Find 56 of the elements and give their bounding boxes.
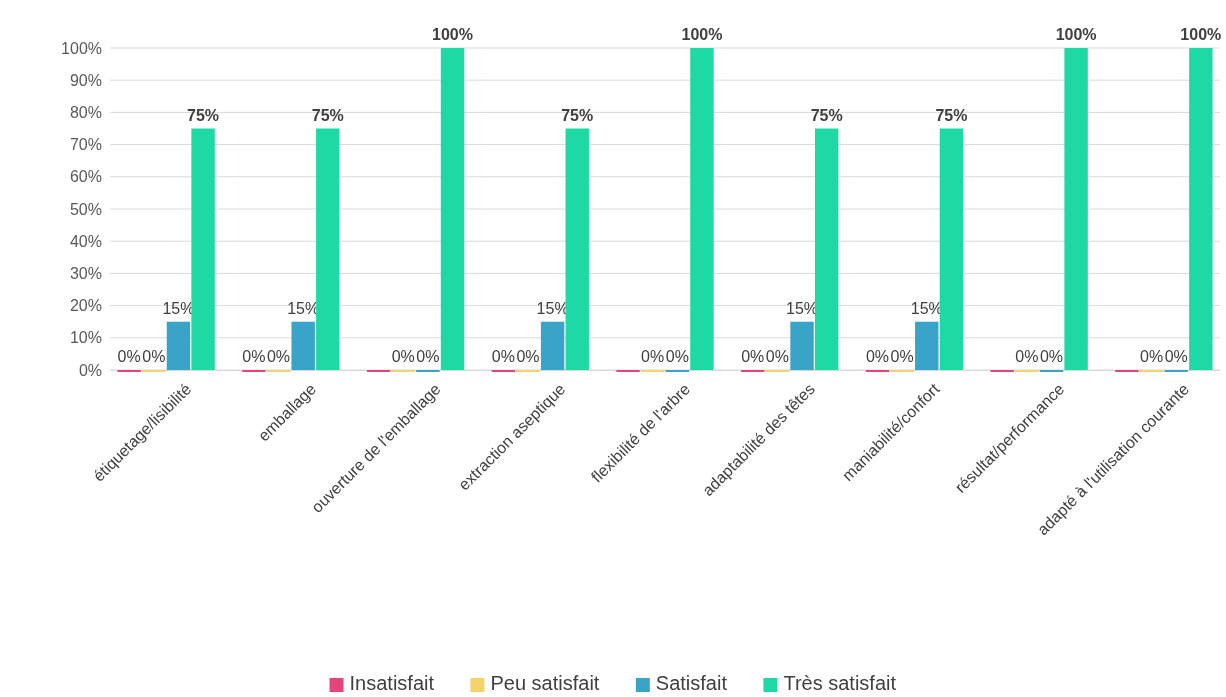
data-label: 0% [1039, 348, 1064, 365]
data-label: 0% [266, 348, 291, 365]
legend-label: Satisfait [655, 672, 728, 694]
y-tick-label: 100% [61, 39, 102, 57]
data-label: 100% [681, 26, 723, 43]
bar [814, 128, 839, 370]
data-label: 0% [765, 348, 789, 365]
bar [440, 48, 465, 370]
bar [939, 128, 964, 370]
data-label: 100% [1055, 26, 1097, 43]
data-label: 75% [810, 106, 843, 124]
bar [191, 128, 215, 370]
data-label: 0% [391, 348, 415, 365]
data-label: 0% [741, 348, 765, 365]
bar [316, 128, 340, 370]
legend-label: Peu satisfait [490, 672, 600, 694]
data-label: 0% [865, 348, 890, 365]
data-label: 0% [890, 348, 914, 365]
legend-label: Très satisfait [783, 672, 897, 694]
data-label: 75% [187, 106, 220, 124]
data-label: 0% [117, 348, 141, 365]
bar [790, 321, 814, 370]
data-label: 0% [142, 348, 166, 365]
data-label: 0% [1140, 348, 1164, 365]
bar [540, 321, 565, 370]
bar [291, 321, 315, 370]
data-label: 0% [665, 348, 689, 365]
legend-label: Insatisfait [349, 672, 435, 694]
bar [690, 48, 714, 370]
data-label: 0% [416, 348, 440, 365]
y-tick-label: 90% [69, 71, 102, 89]
y-tick-label: 40% [69, 232, 102, 250]
y-tick-label: 30% [69, 265, 102, 283]
y-tick-label: 10% [69, 329, 102, 347]
y-tick-label: 20% [69, 297, 102, 315]
data-label: 0% [641, 348, 665, 365]
y-tick-label: 70% [69, 136, 102, 154]
data-label: 75% [561, 106, 594, 124]
y-tick-label: 0% [78, 361, 102, 379]
y-tick-label: 60% [69, 168, 102, 186]
data-label: 0% [516, 348, 540, 365]
data-label: 0% [1015, 348, 1039, 365]
data-label: 75% [935, 106, 968, 124]
bar [1189, 48, 1213, 370]
bar [565, 128, 589, 370]
bar [915, 321, 939, 370]
data-label: 0% [1164, 348, 1188, 365]
data-label: 0% [242, 348, 266, 365]
y-tick-label: 50% [69, 200, 102, 218]
data-label: 75% [311, 106, 344, 124]
bar [1064, 48, 1088, 370]
bar [166, 321, 191, 370]
data-label: 100% [432, 26, 473, 43]
data-label: 100% [1180, 26, 1222, 43]
y-tick-label: 80% [69, 104, 102, 122]
data-label: 0% [491, 348, 515, 365]
